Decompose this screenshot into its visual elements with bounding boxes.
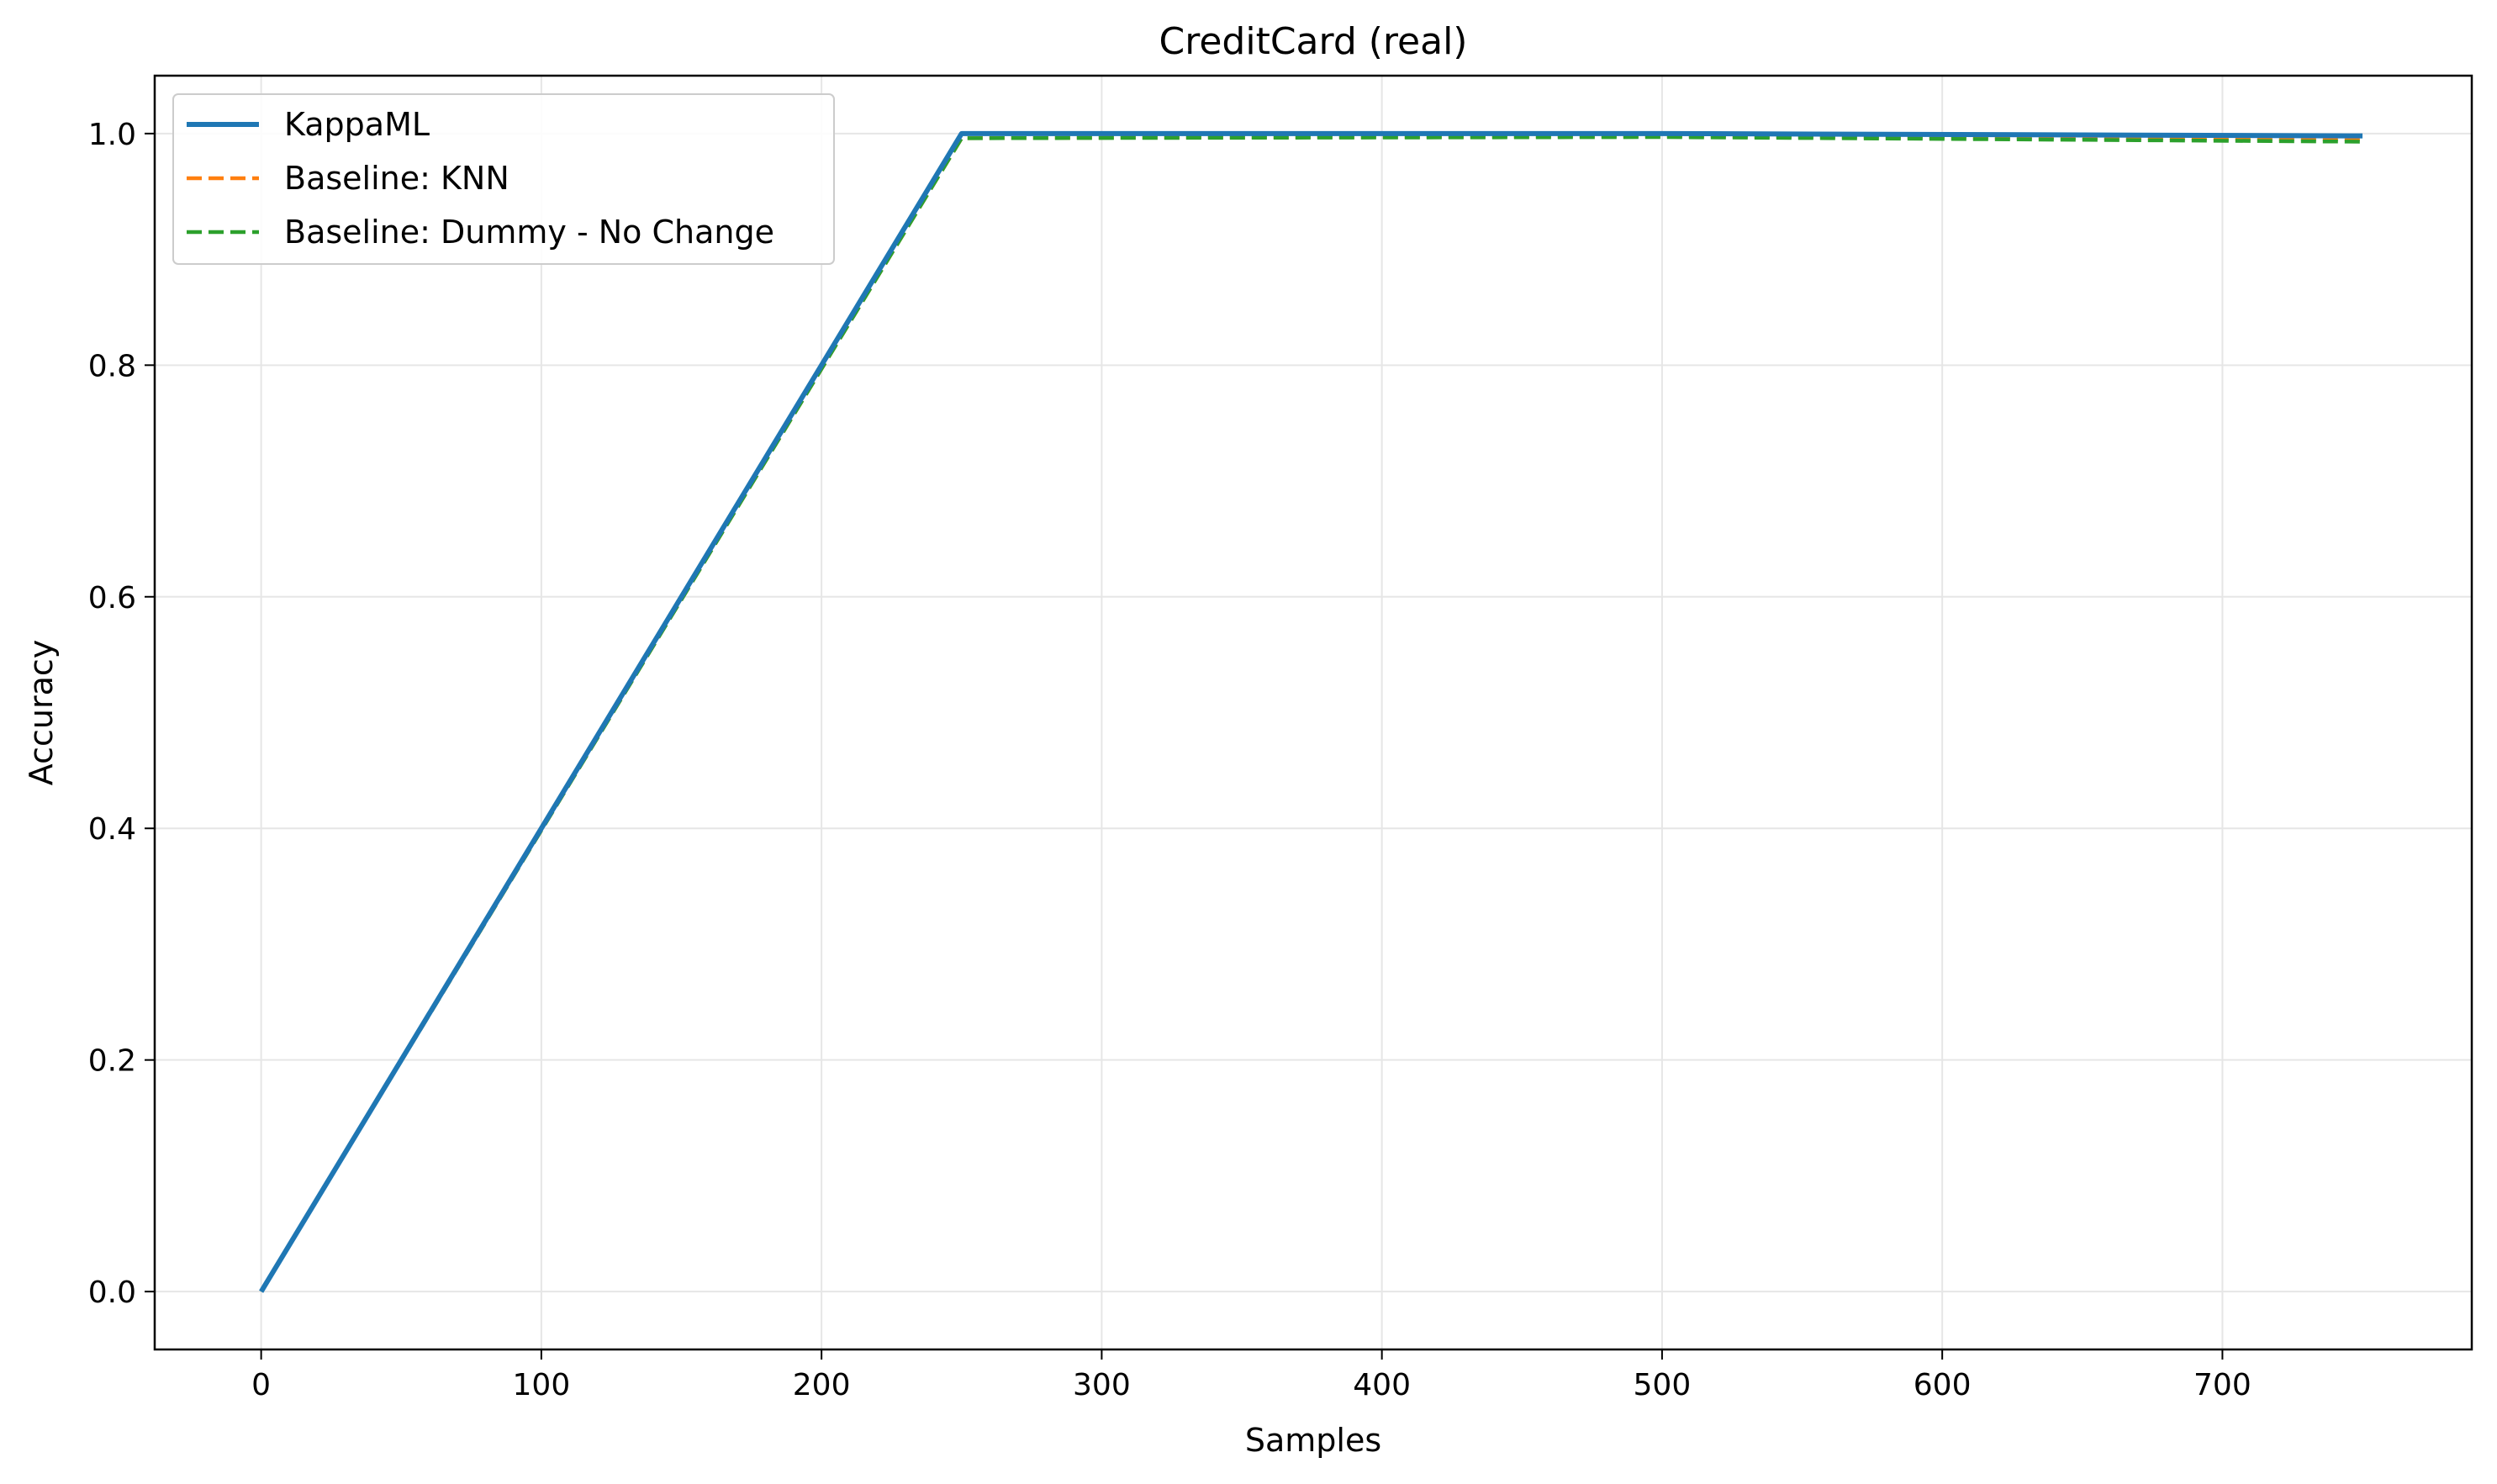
x-tick-label: 300 [1073, 1368, 1131, 1402]
chart-title: CreditCard (real) [1159, 20, 1468, 63]
legend-label: KappaML [284, 106, 430, 143]
x-tick-label: 600 [1914, 1368, 1972, 1402]
x-tick-label: 100 [513, 1368, 571, 1402]
legend-box [172, 93, 835, 265]
y-tick-label: 0.0 [88, 1275, 136, 1310]
series-lines [259, 130, 2363, 1293]
legend-label: Baseline: KNN [284, 160, 509, 197]
y-tick-label: 1.0 [88, 118, 136, 152]
y-tick-label: 0.8 [88, 349, 136, 383]
y-tick-label: 0.4 [88, 812, 136, 847]
series-line-1 [259, 130, 2363, 1293]
legend-label: Baseline: Dummy - No Change [284, 214, 774, 251]
x-tick-label: 500 [1634, 1368, 1692, 1402]
x-axis-label: Samples [1245, 1422, 1381, 1459]
y-axis-label: Accuracy [23, 640, 60, 786]
plot-frame [153, 74, 2473, 1351]
x-tick-label: 400 [1353, 1368, 1411, 1402]
legend: KappaML Baseline: KNN Baseline: Dummy - No… [172, 93, 835, 265]
y-tick-label: 0.6 [88, 581, 136, 615]
ticks: 0 100 200 300 400 500 600 700 0.0 0.2 0.4 0.6 0.8 1.0 [88, 118, 2252, 1402]
x-tick-label: 0 [251, 1368, 271, 1402]
y-tick-label: 0.2 [88, 1044, 136, 1079]
x-tick-label: 200 [793, 1368, 851, 1402]
x-tick-label: 700 [2193, 1368, 2252, 1402]
